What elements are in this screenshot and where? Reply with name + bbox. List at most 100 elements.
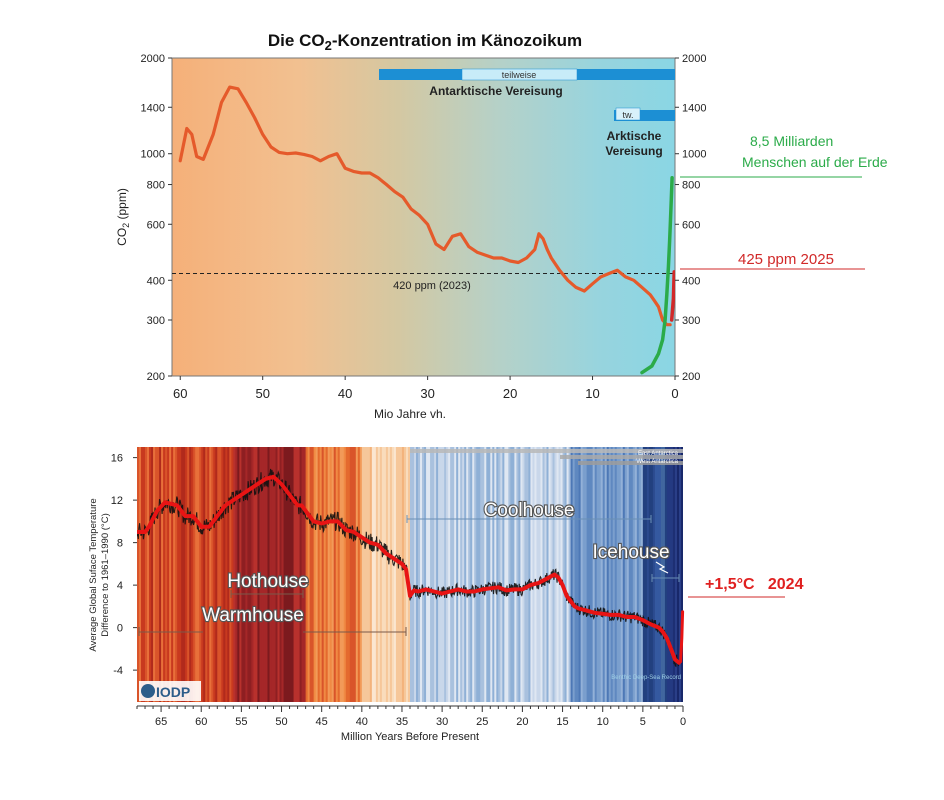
climate-stripe [285,447,288,702]
climate-stripe [670,447,674,702]
icehouse-bracket [651,574,680,582]
climate-stripe [287,447,290,702]
climate-stripe [544,447,547,702]
climate-stripe [341,447,345,702]
climate-stripe [668,447,672,702]
climate-stripe [454,447,457,702]
climate-stripe [301,447,305,702]
climate-stripe [249,447,252,702]
climate-stripe [476,447,479,702]
climate-stripe [173,447,176,702]
co2-x-tick-label: 20 [503,386,517,401]
temp-y-axis: 16 12 8 4 0 -4 [111,453,137,677]
climate-stripe [195,447,198,702]
climate-stripe [385,447,389,702]
climate-stripe [486,447,489,702]
climate-stripe [642,447,646,702]
climate-stripe [566,447,569,702]
climate-stripe [181,447,184,702]
co2-proxy-curve [178,85,672,327]
climate-stripe [464,447,467,702]
temperature-smoothed-curve [137,474,681,665]
climate-stripe [576,447,580,702]
temp-2024-annotation: +1,5°C 2024 [705,576,804,593]
climate-stripe [602,447,606,702]
title-pre: Die CO [268,31,325,50]
climate-stripe [219,447,222,702]
climate-stripe [508,447,511,702]
climate-stripe [177,447,180,702]
climate-stripe [185,447,188,702]
climate-stripe [263,447,266,702]
climate-stripe [265,447,268,702]
climate-stripe [618,447,622,702]
climate-stripe [678,447,682,702]
climate-stripe [666,447,670,702]
climate-stripe [444,447,447,702]
climate-stripe [412,447,415,702]
climate-stripe [145,447,148,702]
temp-x-tick-label: 20 [516,716,528,728]
arctic-partial-label: tw. [622,110,633,120]
climate-stripe [558,447,561,702]
climate-stripe [456,447,459,702]
climate-stripe [307,447,311,702]
climate-stripe [660,447,664,702]
climate-stripe [397,447,401,702]
east-antarctica-label: East Antarctica [638,451,679,457]
climate-stripe [369,447,373,702]
co2-left-tick-label: 1000 [141,149,165,161]
climate-stripe [393,447,397,702]
climate-stripe [680,447,683,702]
climate-stripe [293,447,296,702]
climate-stripe [604,447,608,702]
co2-chart-title: Die CO2-Konzentration im Känozoikum [268,31,582,53]
climate-stripe [468,447,471,702]
climate-stripe [175,447,178,702]
co2-x-tick-label: 40 [338,386,352,401]
climate-stripe [365,447,369,702]
temp-x-tick-label: 10 [597,716,609,728]
climate-stripe [267,447,270,702]
climate-stripe [636,447,640,702]
climate-stripe [616,447,620,702]
climate-stripe [161,447,164,702]
antarctic-band-label: Antarktische Vereisung [429,84,562,98]
co2-left-tick-label: 800 [147,180,165,192]
climate-stripe [480,447,483,702]
climate-stripe [424,447,427,702]
climate-stripe [199,447,202,702]
climate-stripe [524,447,527,702]
climate-stripe [448,447,451,702]
reference-line-label: 420 ppm (2023) [393,280,471,292]
climate-stripe [259,447,262,702]
temp-x-tick-label: 15 [556,716,568,728]
climate-stripe [147,447,150,702]
climate-stripe [520,447,523,702]
climate-stripe [325,447,329,702]
climate-stripe [247,447,250,702]
climate-stripe [391,447,395,702]
temp-y-tick-label: 4 [117,580,123,592]
climate-stripe [466,447,469,702]
title-sub: 2 [325,38,332,53]
climate-stripe [313,447,317,702]
climate-stripe [327,447,331,702]
climate-stripe [542,447,545,702]
co2-left-tick-label: 300 [147,315,165,327]
climate-stripe [578,447,582,702]
climate-stripe [271,447,274,702]
climate-stripe [197,447,200,702]
climate-stripe [498,447,501,702]
climate-stripe [291,447,294,702]
climate-stripe [538,447,541,702]
climate-stripe [401,447,405,702]
climate-stripe [672,447,676,702]
co2-right-tick-label: 200 [682,371,700,383]
climate-stripe [492,447,495,702]
temperature-chart: East Antarctica West Antarctica Hothouse… [88,447,804,743]
climate-stripe [359,447,363,702]
climate-stripe [357,447,361,702]
climate-stripe [379,447,383,702]
climate-stripe [375,447,379,702]
